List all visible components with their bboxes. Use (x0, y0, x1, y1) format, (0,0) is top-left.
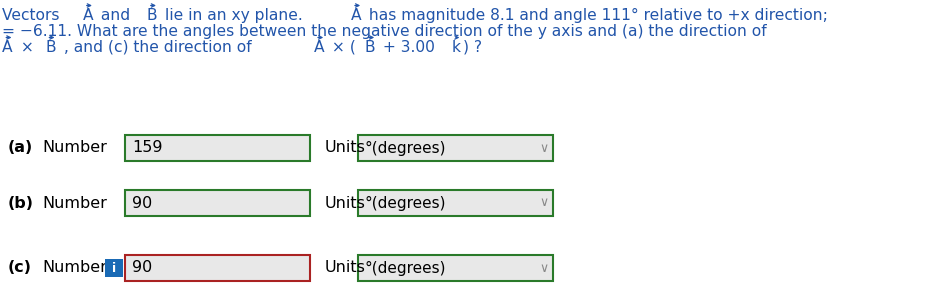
Text: ∨: ∨ (539, 142, 548, 155)
Text: ) ?: ) ? (464, 40, 483, 55)
Text: Number: Number (42, 260, 106, 275)
FancyBboxPatch shape (125, 255, 310, 281)
Text: Number: Number (42, 196, 106, 210)
Text: , and (c) the direction of: , and (c) the direction of (59, 40, 256, 55)
Text: i: i (112, 261, 116, 274)
Text: 90: 90 (132, 260, 152, 275)
Text: A: A (83, 8, 93, 23)
Text: Units: Units (325, 141, 366, 156)
Text: (b): (b) (8, 196, 34, 210)
Text: A: A (314, 40, 324, 55)
Text: Units: Units (325, 196, 366, 210)
Text: °(degrees): °(degrees) (365, 196, 446, 210)
Text: °(degrees): °(degrees) (365, 260, 446, 275)
Text: A: A (2, 40, 12, 55)
Text: k: k (452, 40, 461, 55)
Text: (a): (a) (8, 141, 33, 156)
Text: × (: × ( (328, 40, 356, 55)
Text: (c): (c) (8, 260, 32, 275)
Text: lie in an xy plane.: lie in an xy plane. (161, 8, 308, 23)
Text: Units: Units (325, 260, 366, 275)
FancyBboxPatch shape (105, 259, 123, 277)
FancyBboxPatch shape (358, 190, 553, 216)
Text: and: and (96, 8, 135, 23)
FancyBboxPatch shape (125, 135, 310, 161)
Text: = −6.11. What are the angles between the negative direction of the y axis and (a: = −6.11. What are the angles between the… (2, 24, 771, 39)
Text: 90: 90 (132, 196, 152, 210)
FancyBboxPatch shape (358, 255, 553, 281)
FancyBboxPatch shape (358, 135, 553, 161)
Text: ∨: ∨ (539, 196, 548, 210)
Text: B: B (365, 40, 375, 55)
Text: + 3.00: + 3.00 (378, 40, 435, 55)
Text: 159: 159 (132, 141, 162, 156)
Text: ×: × (16, 40, 38, 55)
Text: B: B (146, 8, 157, 23)
Text: A: A (351, 8, 361, 23)
Text: has magnitude 8.1 and angle 111° relative to +x direction;: has magnitude 8.1 and angle 111° relativ… (365, 8, 838, 23)
Text: Vectors: Vectors (2, 8, 65, 23)
Text: Number: Number (42, 141, 106, 156)
FancyBboxPatch shape (125, 190, 310, 216)
Text: B: B (45, 40, 56, 55)
Text: °(degrees): °(degrees) (365, 141, 446, 156)
Text: ∨: ∨ (539, 261, 548, 274)
